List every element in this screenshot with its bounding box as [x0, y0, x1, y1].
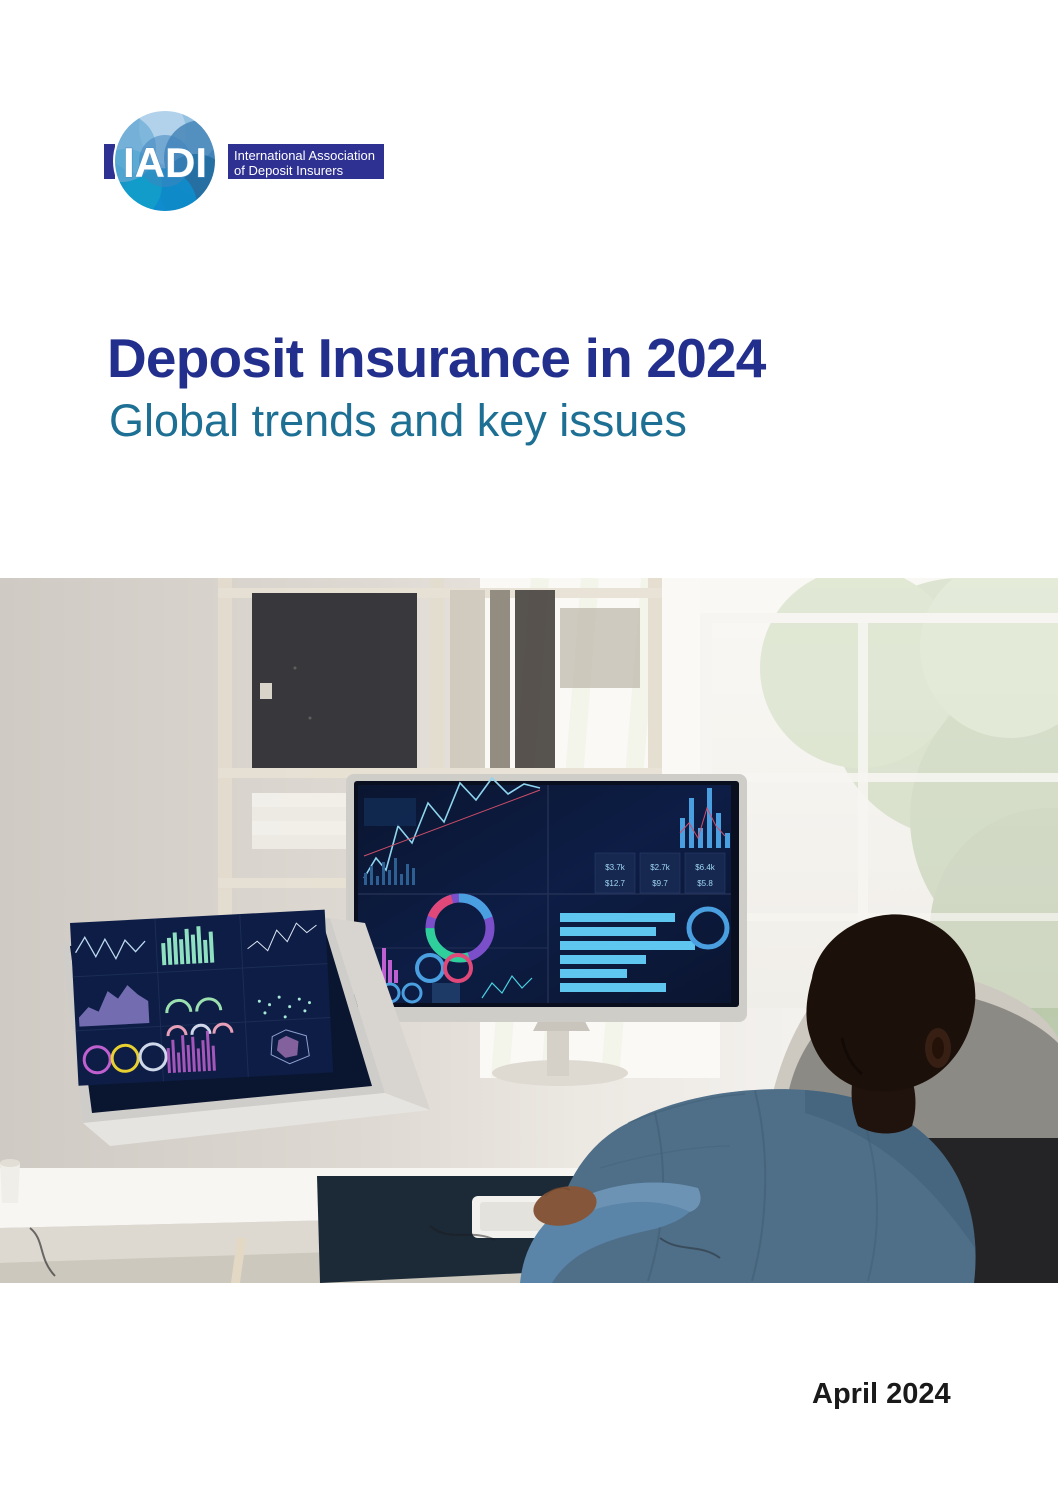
- svg-text:$3.7k: $3.7k: [605, 863, 626, 872]
- svg-text:$9.7: $9.7: [652, 879, 668, 888]
- svg-text:of Deposit Insurers: of Deposit Insurers: [234, 163, 344, 178]
- svg-text:$2.7k: $2.7k: [650, 863, 671, 872]
- svg-text:$12.7: $12.7: [605, 879, 626, 888]
- svg-text:IADI: IADI: [123, 139, 207, 186]
- svg-text:$5.8: $5.8: [697, 879, 713, 888]
- svg-text:$6.4k: $6.4k: [695, 863, 716, 872]
- svg-text:International Association: International Association: [234, 148, 375, 163]
